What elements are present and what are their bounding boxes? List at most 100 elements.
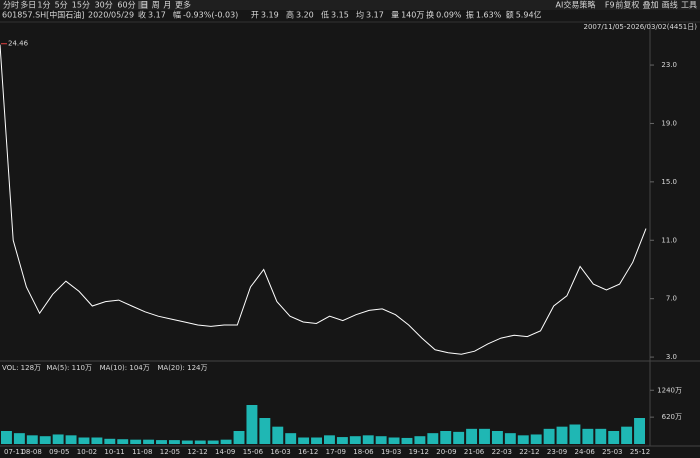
x-tick-label: 19-03 [381,448,401,456]
volume-bar [556,426,568,444]
tool-button[interactable]: F9 [605,1,615,10]
volume-bar [349,436,361,444]
x-tick-label: 19-12 [409,448,429,456]
x-tick-label: 21-06 [464,448,485,456]
field-value: 1.63% [476,11,502,20]
volume-bar [1,431,12,444]
tool-button[interactable]: 工具 [681,1,697,10]
period-tab[interactable]: 30分 [95,1,113,10]
period-tab[interactable]: 15分 [72,1,90,10]
field-value: 3.17 [366,11,384,20]
volume-bar [634,418,645,444]
volume-bar [117,439,129,444]
x-tick-label: 16-03 [270,448,290,456]
field-value: -0.93%(-0.03) [183,11,238,20]
x-tick-label: 10-11 [104,448,124,456]
x-tick-label: 09-05 [49,448,69,456]
tool-button[interactable]: AI交易策略 [556,0,596,10]
tool-button[interactable]: 前复权 [615,0,639,10]
tool-button[interactable]: 叠加 [643,0,659,10]
x-tick-label: 20-09 [436,448,456,456]
volume-bar [311,437,322,444]
volume-bar [65,435,77,444]
volume-bar [427,433,439,444]
period-tab[interactable]: 分时 [3,0,19,10]
max-marker-label: 24.46 [8,40,29,48]
volume-bar [621,426,633,444]
volume-bar [504,433,516,444]
volume-legend: MA(5): 110万 [46,364,92,372]
volume-bar [220,439,232,444]
volume-bar [336,437,348,444]
volume-bar [543,428,555,444]
volume-legend: MA(10): 104万 [100,364,150,372]
field-value: 140万 [401,11,424,20]
volume-bar [362,435,374,444]
quote-date: 2020/05/29 [88,11,134,20]
toolbar-bg [0,0,700,10]
volume-bar [453,431,465,444]
y-tick-label: 23.0 [661,61,677,69]
period-tab[interactable]: 1分 [37,1,50,10]
field-label: 收 [138,10,146,20]
y-tick-label: 1240万 [657,386,682,394]
volume-bar [298,437,310,444]
y-tick-label: 19.0 [661,119,677,127]
volume-bar [272,426,284,444]
x-tick-label: 25-03 [602,448,622,456]
x-tick-label: 22-12 [519,448,539,456]
field-label: 低 [321,10,329,20]
period-tab[interactable]: 月 [163,1,171,10]
x-tick-label: 22-03 [492,448,512,456]
volume-bar [181,440,193,444]
field-label: 振 [466,10,474,20]
period-tab[interactable]: 周 [152,1,160,10]
x-tick-label: 14-09 [215,448,235,456]
x-tick-label: 23-09 [547,448,567,456]
x-tick-label: 11-08 [132,448,152,456]
volume-bar [388,437,400,444]
volume-bar [517,435,529,444]
tool-button[interactable]: 画线 [662,0,678,10]
volume-bar [440,431,452,444]
y-tick-label: 11.0 [661,236,677,244]
field-label: 均 [356,10,364,20]
volume-bar [401,437,413,444]
x-tick-label: 15-06 [243,448,264,456]
volume-bar [207,440,219,444]
x-tick-label: 12-05 [160,448,180,456]
volume-bar [582,428,594,444]
volume-bar [375,436,387,444]
volume-legend: MA(20): 124万 [157,364,207,372]
volume-bar [479,428,490,444]
period-tab[interactable]: 更多 [175,0,191,10]
price-line [0,44,647,355]
field-value: 5.94亿 [516,10,542,20]
volume-bar [595,428,607,444]
field-value: 3.17 [148,11,166,20]
period-tab[interactable]: 5分 [55,1,68,10]
x-tick-label: 18-06 [353,448,374,456]
field-label: 额 [506,10,514,20]
x-tick-label: 08-08 [21,448,41,456]
y-tick-label: 15.0 [661,178,677,186]
volume-bar [259,418,271,444]
y-tick-label: 3.0 [666,353,677,361]
period-tab[interactable]: 多日 [20,0,36,10]
stock-code: 601857.SH[中国石油] [2,10,84,20]
period-tab[interactable]: 60分 [117,1,135,10]
period-tab[interactable]: 日 [140,1,148,10]
volume-bar [13,433,25,444]
volume-bar [156,440,167,444]
field-value: 0.09% [436,11,462,20]
volume-bar [246,405,258,444]
y-tick-label: 7.0 [666,295,677,303]
x-tick-label: 10-02 [77,448,97,456]
volume-bar [491,431,503,444]
active-period-bg [138,1,148,9]
field-label: 高 [286,10,294,20]
volume-bar [285,433,297,444]
date-range: 2007/11/05-2026/03/02(4451日) [584,23,698,31]
